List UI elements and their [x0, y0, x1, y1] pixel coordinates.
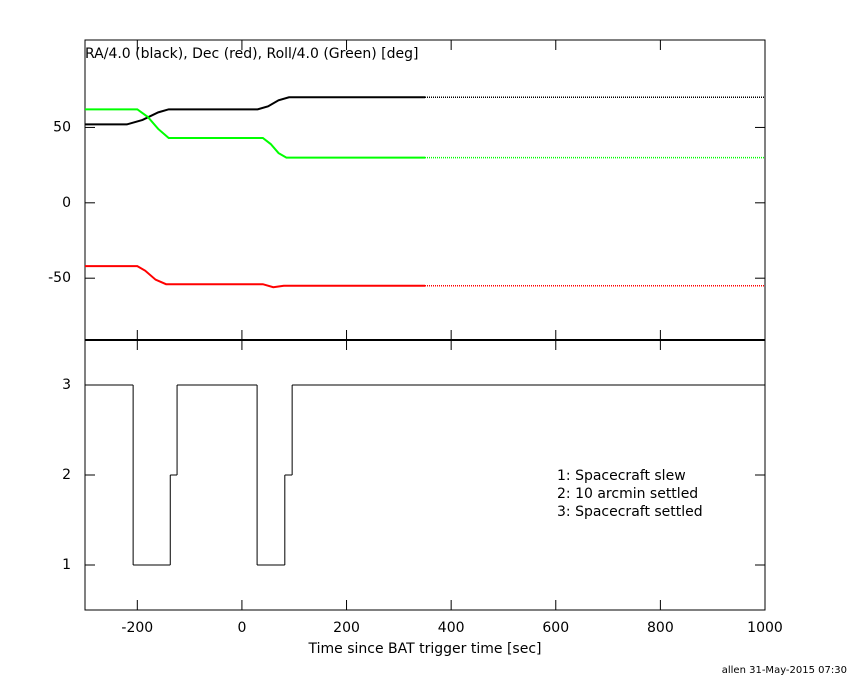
data-line [85, 96, 425, 126]
x-tick-label: -200 [121, 620, 153, 636]
x-tick-label: 600 [542, 620, 569, 636]
y-tick-label: 3 [62, 377, 71, 393]
x-tick-label: 800 [647, 620, 674, 636]
y-tick-label: 1 [62, 557, 71, 573]
data-line [85, 265, 425, 289]
x-tick-label: 400 [438, 620, 465, 636]
annotation: 3: Spacecraft settled [557, 504, 703, 520]
chart-title: RA/4.0 (black), Dec (red), Roll/4.0 (Gre… [85, 46, 418, 62]
y-tick-label: -50 [48, 270, 71, 286]
x-tick-label: 0 [237, 620, 246, 636]
x-axis-label: Time since BAT trigger time [sec] [308, 641, 542, 657]
x-tick-label: 200 [333, 620, 360, 636]
annotation: 2: 10 arcmin settled [557, 486, 698, 502]
x-tick-label: 1000 [747, 620, 783, 636]
y-tick-label: 50 [53, 119, 71, 135]
y-tick-label: 0 [62, 195, 71, 211]
data-line [85, 108, 425, 159]
annotation: 1: Spacecraft slew [557, 468, 686, 484]
footer: allen 31-May-2015 07:30 [722, 665, 847, 676]
y-tick-label: 2 [62, 467, 71, 483]
